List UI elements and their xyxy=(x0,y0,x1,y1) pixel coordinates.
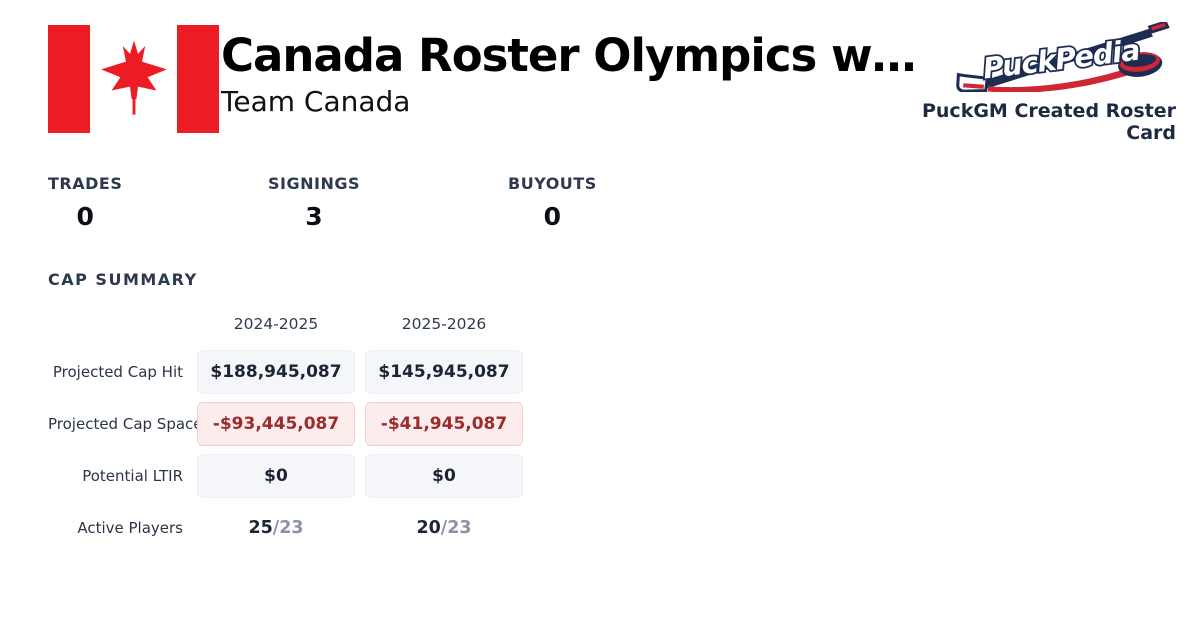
cap-space-2024-2025: -$93,445,087 xyxy=(197,402,355,446)
cap-hit-2024-2025: $188,945,087 xyxy=(197,350,355,394)
ltir-2024-2025: $0 xyxy=(197,454,355,498)
swoosh-icon xyxy=(987,57,1158,93)
stat-signings-label: SIGNINGS xyxy=(268,174,360,193)
stat-buyouts-label: BUYOUTS xyxy=(508,174,597,193)
cap-summary-table: 2024-2025 2025-2026 Projected Cap Hit $1… xyxy=(48,308,523,550)
active-players-current: 20 xyxy=(416,518,441,538)
active-players-limit: /23 xyxy=(272,518,304,538)
logo-tagline: PuckGM Created Roster Card xyxy=(921,100,1176,144)
cap-hit-2025-2026: $145,945,087 xyxy=(365,350,523,394)
page-subtitle: Team Canada xyxy=(221,84,411,118)
season-column-2025-2026: 2025-2026 xyxy=(401,315,487,333)
row-label-active-players: Active Players xyxy=(77,519,183,537)
stat-signings: SIGNINGS 3 xyxy=(268,174,360,231)
cap-space-2025-2026: -$41,945,087 xyxy=(365,402,523,446)
row-label-projected-cap-hit: Projected Cap Hit xyxy=(52,363,183,381)
active-players-limit: /23 xyxy=(440,518,472,538)
cap-summary-heading: CAP SUMMARY xyxy=(48,270,198,289)
stat-trades-label: TRADES xyxy=(48,174,123,193)
stat-trades: TRADES 0 xyxy=(48,174,122,231)
active-players-current: 25 xyxy=(248,518,273,538)
canada-flag xyxy=(48,25,219,133)
puckpedia-logo: PuckPedia xyxy=(956,20,1170,93)
row-label-projected-cap-space: Projected Cap Space xyxy=(48,415,203,433)
hockey-stick-shaft-icon xyxy=(971,28,1153,92)
active-players-2024-2025: 25/23 xyxy=(197,506,355,550)
stat-trades-value: 0 xyxy=(76,202,94,231)
header-title-block: Canada Roster Olympics w… Team Canada xyxy=(221,29,917,118)
maple-leaf-icon xyxy=(100,40,167,115)
stat-signings-value: 3 xyxy=(305,202,323,231)
active-players-2025-2026: 20/23 xyxy=(365,506,523,550)
ltir-2025-2026: $0 xyxy=(365,454,523,498)
row-label-potential-ltir: Potential LTIR xyxy=(82,467,183,485)
flag-right-bar xyxy=(177,25,219,133)
stat-buyouts: BUYOUTS 0 xyxy=(508,174,597,231)
logo-block: PuckPedia PuckGM Created Roster Card xyxy=(876,20,1176,144)
stat-buyouts-value: 0 xyxy=(543,202,562,231)
flag-left-bar xyxy=(48,25,90,133)
page-title: Canada Roster Olympics w… xyxy=(221,29,917,82)
season-column-2024-2025: 2024-2025 xyxy=(233,315,319,333)
